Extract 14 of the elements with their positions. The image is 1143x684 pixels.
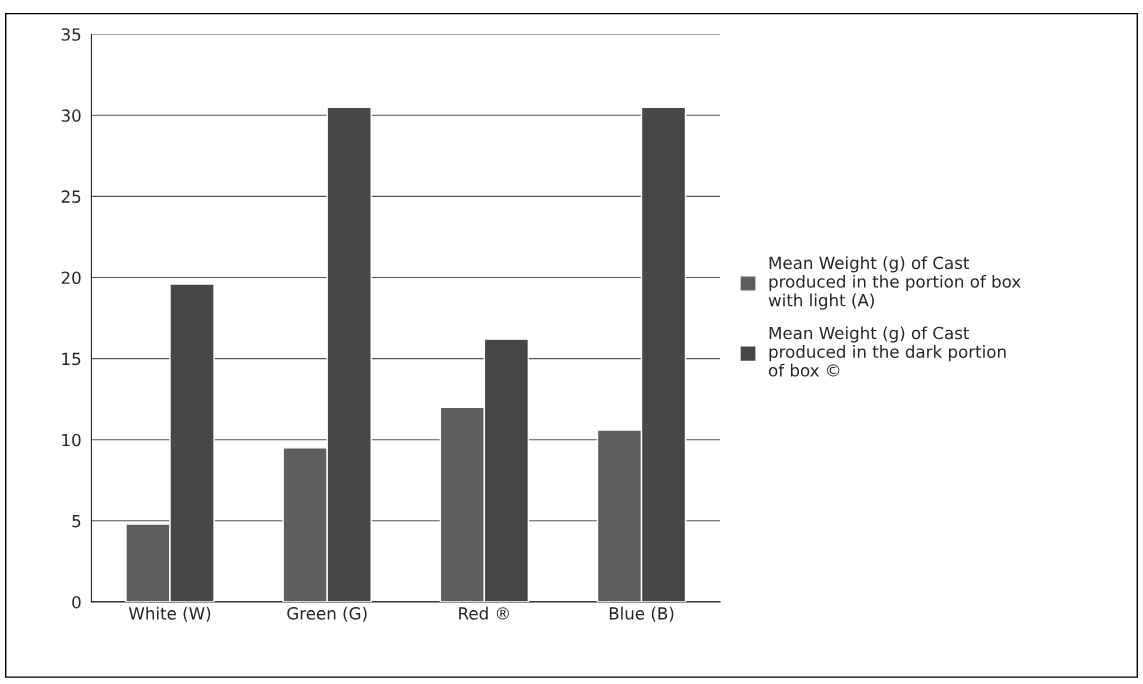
x-tick-label: White (W) [128, 606, 211, 622]
y-tick-label: 20 [61, 271, 81, 285]
x-tick-label: Green (G) [287, 606, 367, 622]
y-tick-label: 35 [61, 28, 81, 41]
y-tick-label: 10 [62, 433, 81, 447]
y-tick-label: 0 [72, 595, 81, 609]
y-tick-label: 25 [61, 190, 81, 203]
x-tick-label: Red ® [459, 606, 509, 620]
legend-label: Mean Weight (g) of Cast produced in the portion of box with light (A) [768, 256, 1021, 310]
x-tick-label: Blue (B) [609, 606, 674, 622]
y-tick-label: 15 [62, 352, 81, 366]
y-tick-label: 30 [61, 109, 81, 122]
y-tick-label: 5 [72, 515, 81, 528]
legend-label: Mean Weight (g) of Cast produced in the dark portion of box © [768, 326, 1006, 377]
